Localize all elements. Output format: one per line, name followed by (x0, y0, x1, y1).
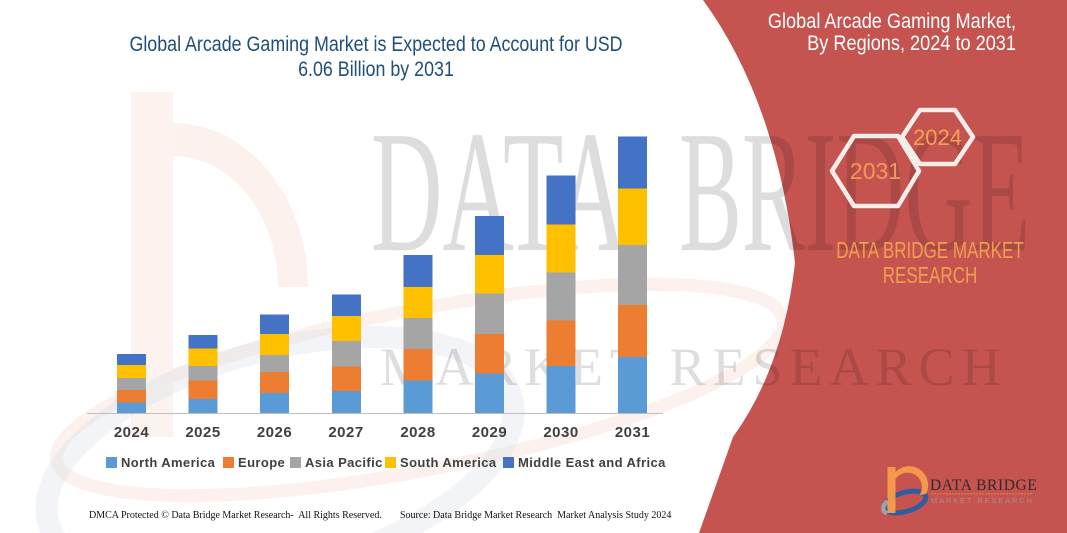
svg-text:2031: 2031 (850, 158, 901, 184)
svg-text:MARKET RESEARCH: MARKET RESEARCH (931, 496, 1034, 505)
svg-text:DATA BRIDGE: DATA BRIDGE (930, 477, 1037, 494)
svg-text:2024: 2024 (913, 125, 962, 150)
